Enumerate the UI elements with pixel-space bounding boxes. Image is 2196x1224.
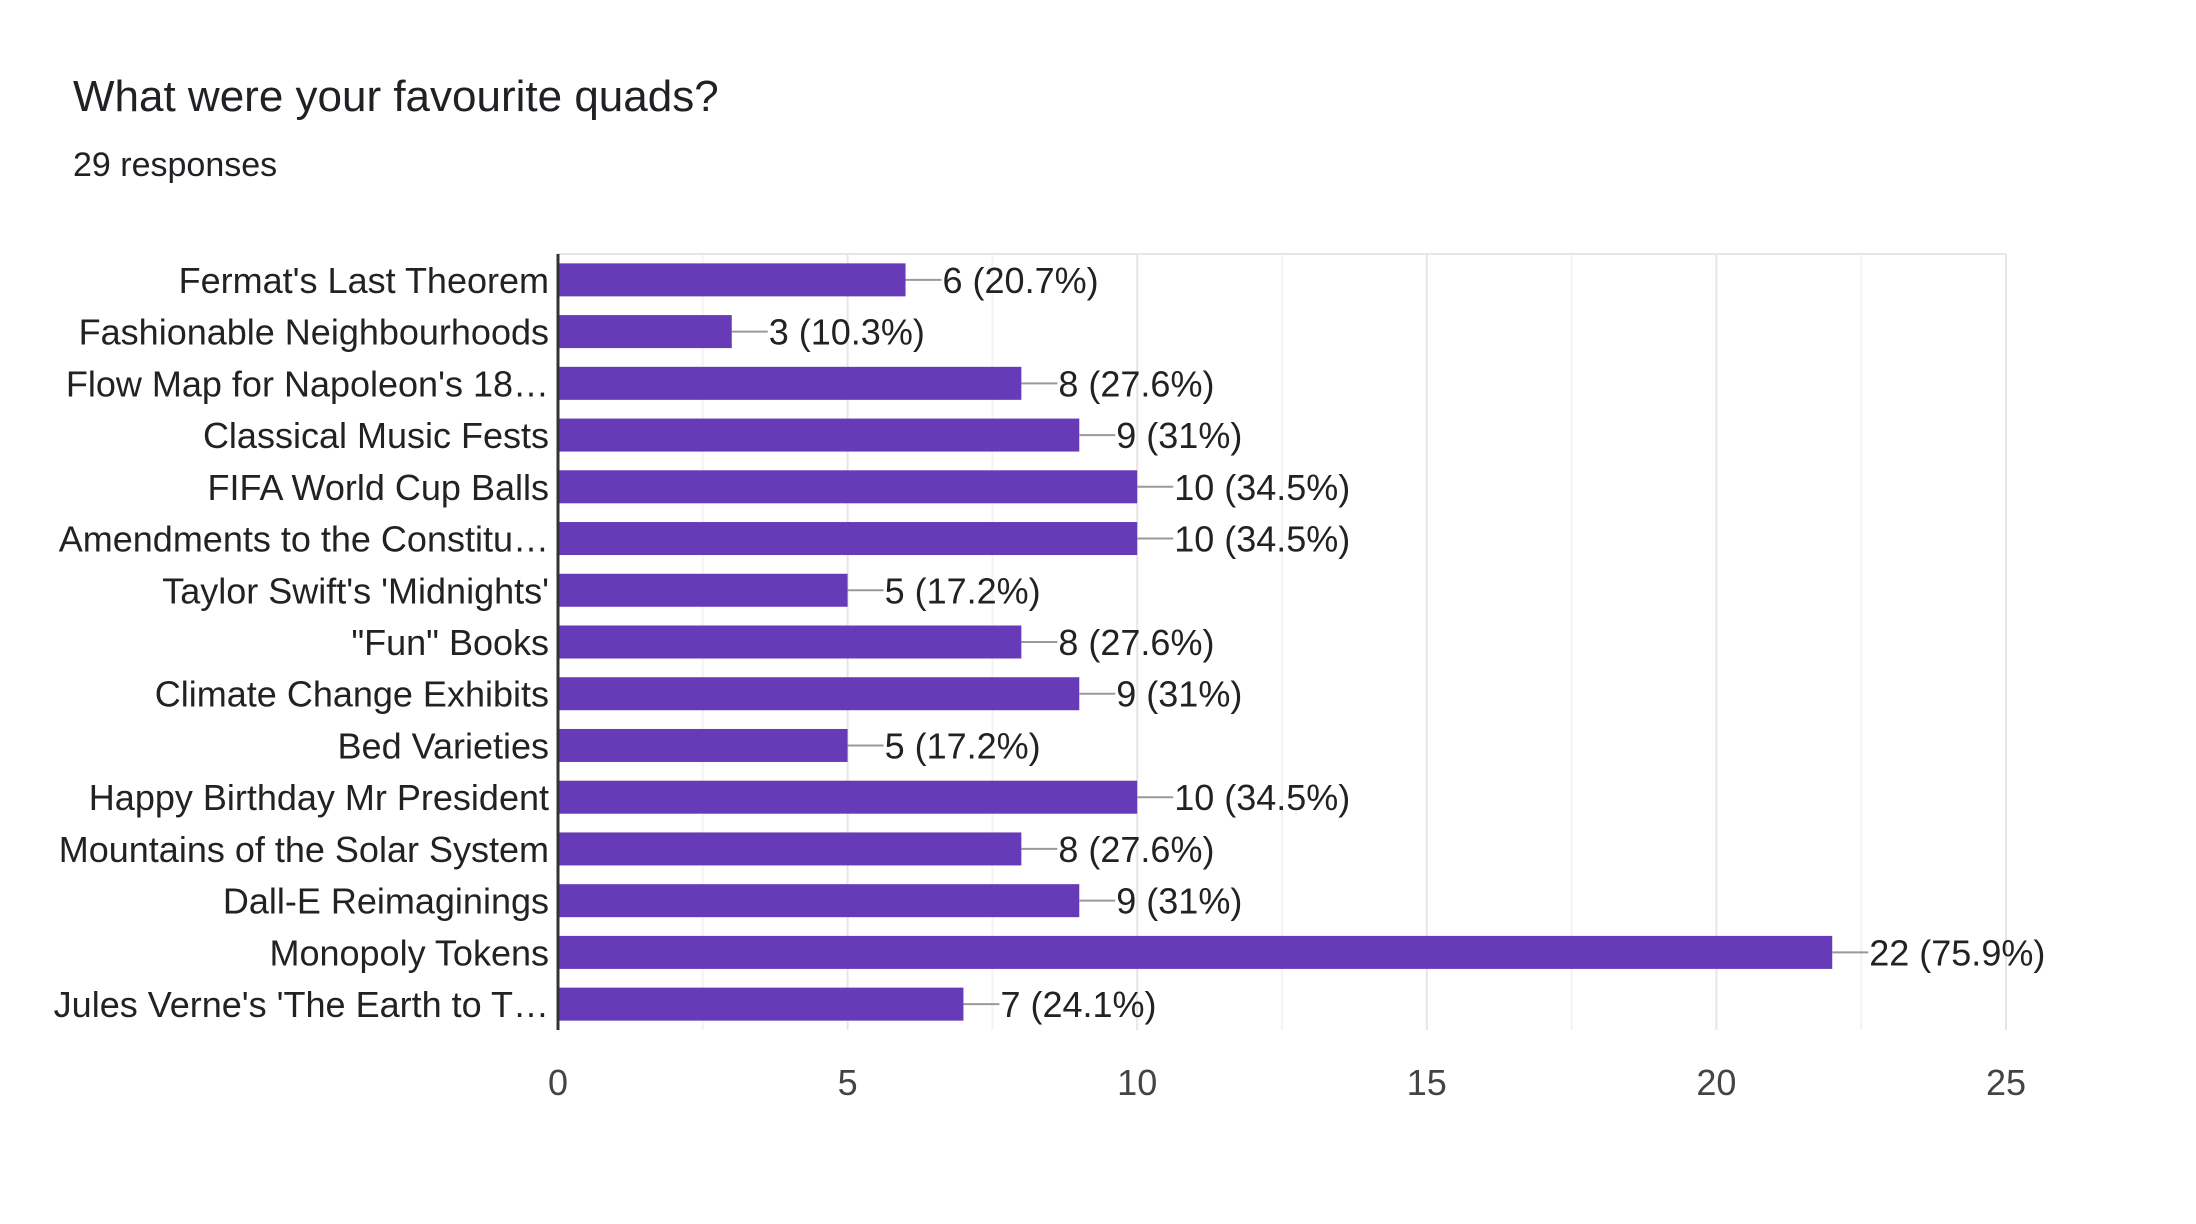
data-label: 22 (75.9%) [1869,932,2045,973]
data-label: 8 (27.6%) [1058,622,1214,663]
x-tick-label: 25 [1986,1062,2026,1103]
bar [558,315,732,349]
category-label: Dall-E Reimaginings [223,881,549,922]
bar [558,884,1080,918]
data-label: 9 (31%) [1116,881,1242,922]
data-label: 10 (34.5%) [1174,467,1350,508]
data-label: 5 (17.2%) [885,725,1041,766]
bar [558,366,1022,400]
data-label: 6 (20.7%) [943,260,1099,301]
data-label: 7 (24.1%) [1000,984,1156,1025]
bar [558,470,1138,504]
category-label: Monopoly Tokens [269,932,549,973]
bar [558,677,1080,711]
category-label: Classical Music Fests [203,415,549,456]
bar [558,625,1022,659]
bar [558,263,906,297]
category-label: Jules Verne's 'The Earth to T… [54,984,549,1025]
data-label: 9 (31%) [1116,674,1242,715]
data-label: 10 (34.5%) [1174,777,1350,818]
category-label: Amendments to the Constitu… [59,519,549,560]
x-tick-label: 15 [1407,1062,1447,1103]
category-label: Flow Map for Napoleon's 18… [66,363,549,404]
data-label: 10 (34.5%) [1174,519,1350,560]
bar [558,832,1022,866]
x-tick-label: 0 [548,1062,568,1103]
category-label: Mountains of the Solar System [59,829,549,870]
category-label: Taylor Swift's 'Midnights' [162,570,549,611]
x-tick-label: 5 [838,1062,858,1103]
bar [558,573,848,607]
data-label: 5 (17.2%) [885,570,1041,611]
x-tick-label: 20 [1696,1062,1736,1103]
category-label: Climate Change Exhibits [155,674,549,715]
x-tick-label: 10 [1117,1062,1157,1103]
category-label: Bed Varieties [338,725,549,766]
category-label: Fashionable Neighbourhoods [79,312,549,353]
category-label: "Fun" Books [351,622,549,663]
category-label: Happy Birthday Mr President [89,777,549,818]
bar [558,780,1138,814]
data-label: 9 (31%) [1116,415,1242,456]
bar [558,935,1833,969]
category-label: FIFA World Cup Balls [208,467,549,508]
data-label: 8 (27.6%) [1058,829,1214,870]
bar [558,728,848,762]
bar [558,522,1138,556]
response-count: 29 responses [73,146,278,184]
chart-title: What were your favourite quads? [73,72,719,121]
bar [558,418,1080,452]
data-label: 3 (10.3%) [769,312,925,353]
category-label: Fermat's Last Theorem [179,260,549,301]
data-label: 8 (27.6%) [1058,363,1214,404]
bar [558,987,964,1021]
